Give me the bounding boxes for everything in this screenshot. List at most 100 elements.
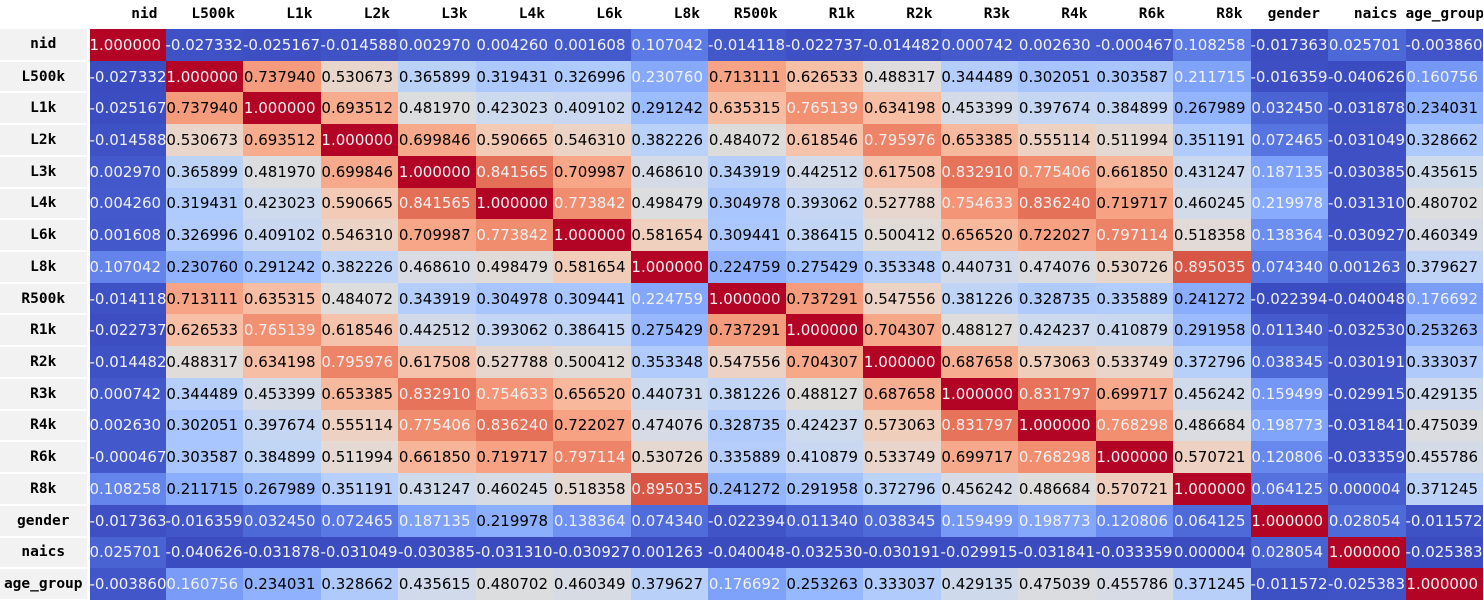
cell-L4k-age_group: 0.480702 — [1405, 187, 1483, 220]
cell-nid-L1k: -0.025167 — [243, 29, 321, 61]
cell-R2k-gender: 0.038345 — [1250, 346, 1328, 378]
cell-age_group-gender: -0.011572 — [1250, 568, 1328, 600]
cell-gender-R8k: 0.064125 — [1173, 504, 1251, 537]
cell-R500k-nid: -0.014118 — [88, 282, 166, 315]
cell-L1k-R8k: 0.267989 — [1173, 92, 1251, 125]
cell-R4k-L6k: 0.722027 — [553, 409, 631, 442]
heatmap-row-L4k: L4k 0.004260 0.319431 0.423023 0.590665 0.841… — [0, 187, 1483, 221]
cell-L4k-R1k: 0.393062 — [785, 187, 863, 220]
cell-gender-naics: 0.028054 — [1328, 504, 1406, 537]
cell-R4k-R6k: 0.768298 — [1095, 409, 1173, 442]
cell-R6k-L8k: 0.530726 — [630, 441, 708, 474]
cell-L2k-L1k: 0.693512 — [243, 124, 321, 156]
cell-R500k-R6k: 0.335889 — [1095, 282, 1173, 315]
cell-R500k-age_group: 0.176692 — [1405, 282, 1483, 315]
cell-L500k-L500k: 1.000000 — [165, 60, 243, 93]
heatmap-header-row: nid L500k L1k L2k L3k L4k L6k L8k R500k R1k R2k R3k… — [0, 0, 1483, 29]
cell-R3k-naics: -0.029915 — [1328, 377, 1406, 410]
cell-L8k-R4k: 0.474076 — [1018, 251, 1096, 283]
col-header-age_group: age_group — [1405, 0, 1483, 29]
cell-R500k-L500k: 0.713111 — [165, 282, 243, 315]
cell-L4k-R8k: 0.460245 — [1173, 187, 1251, 220]
cell-L8k-R1k: 0.275429 — [785, 251, 863, 283]
cell-R8k-R4k: 0.486684 — [1018, 473, 1096, 505]
cell-L1k-L4k: 0.423023 — [475, 92, 553, 125]
cell-gender-nid: -0.017363 — [88, 504, 166, 537]
cell-L8k-R6k: 0.530726 — [1095, 251, 1173, 283]
cell-L2k-R6k: 0.511994 — [1095, 124, 1173, 156]
cell-L4k-R2k: 0.527788 — [863, 187, 941, 220]
cell-L2k-L6k: 0.546310 — [553, 124, 631, 156]
cell-L4k-nid: 0.004260 — [88, 187, 166, 220]
cell-R4k-R2k: 0.573063 — [863, 409, 941, 442]
cell-L3k-age_group: 0.435615 — [1405, 155, 1483, 188]
cell-L500k-L4k: 0.319431 — [475, 60, 553, 93]
cell-L8k-L2k: 0.382226 — [320, 251, 398, 283]
cell-L3k-nid: 0.002970 — [88, 155, 166, 188]
cell-R8k-R8k: 1.000000 — [1173, 473, 1251, 505]
cell-naics-L2k: -0.031049 — [320, 536, 398, 569]
heatmap-row-R3k: R3k 0.000742 0.344489 0.453399 0.653385 0.832… — [0, 377, 1483, 411]
cell-L6k-L4k: 0.773842 — [475, 219, 553, 252]
cell-L6k-R1k: 0.386415 — [785, 219, 863, 252]
cell-L8k-R2k: 0.353348 — [863, 251, 941, 283]
cell-L500k-age_group: 0.160756 — [1405, 60, 1483, 93]
heatmap-row-gender: gender -0.017363 -0.016359 0.032450 0.072465… — [0, 504, 1483, 538]
cell-R1k-L6k: 0.386415 — [553, 314, 631, 347]
cell-L8k-nid: 0.107042 — [88, 251, 166, 283]
heatmap-row-R500k: R500k -0.014118 0.713111 0.635315 0.484072 0.… — [0, 282, 1483, 316]
cell-gender-L2k: 0.072465 — [320, 504, 398, 537]
cell-R500k-gender: -0.022394 — [1250, 282, 1328, 315]
cell-R2k-R500k: 0.547556 — [708, 346, 786, 378]
heatmap-row-R8k: R8k 0.108258 0.211715 0.267989 0.351191 0.431… — [0, 473, 1483, 506]
cell-naics-nid: 0.025701 — [88, 536, 166, 569]
cell-L2k-L3k: 0.699846 — [398, 124, 476, 156]
cell-age_group-R8k: 0.371245 — [1173, 568, 1251, 600]
cell-age_group-R2k: 0.333037 — [863, 568, 941, 600]
cell-R6k-R4k: 0.768298 — [1018, 441, 1096, 474]
row-label-L6k: L6k — [0, 219, 90, 253]
cell-R8k-R2k: 0.372796 — [863, 473, 941, 505]
heatmap-row-R4k: R4k 0.002630 0.302051 0.397674 0.555114 0.775… — [0, 409, 1483, 443]
cell-R2k-R3k: 0.687658 — [940, 346, 1018, 378]
cell-nid-L500k: -0.027332 — [165, 29, 243, 61]
cell-R500k-L6k: 0.309441 — [553, 282, 631, 315]
cell-R2k-L6k: 0.500412 — [553, 346, 631, 378]
cell-nid-R6k: -0.000467 — [1095, 29, 1173, 61]
heatmap-row-L2k: L2k -0.014588 0.530673 0.693512 1.000000 0.69… — [0, 124, 1483, 157]
cell-nid-L4k: 0.004260 — [475, 29, 553, 61]
cell-L2k-R2k: 0.795976 — [863, 124, 941, 156]
cell-L500k-R8k: 0.211715 — [1173, 60, 1251, 93]
cell-L2k-R1k: 0.618546 — [785, 124, 863, 156]
cell-L500k-R3k: 0.344489 — [940, 60, 1018, 93]
cell-R6k-R500k: 0.335889 — [708, 441, 786, 474]
cell-R6k-L2k: 0.511994 — [320, 441, 398, 474]
cell-L2k-R3k: 0.653385 — [940, 124, 1018, 156]
cell-nid-R1k: -0.022737 — [785, 29, 863, 61]
cell-L3k-R500k: 0.343919 — [708, 155, 786, 188]
cell-R1k-L4k: 0.393062 — [475, 314, 553, 347]
cell-gender-R4k: 0.198773 — [1018, 504, 1096, 537]
cell-L4k-L1k: 0.423023 — [243, 187, 321, 220]
col-header-L2k: L2k — [320, 0, 398, 29]
cell-L3k-R3k: 0.832910 — [940, 155, 1018, 188]
cell-R2k-nid: -0.014482 — [88, 346, 166, 378]
cell-gender-R3k: 0.159499 — [940, 504, 1018, 537]
cell-L6k-L6k: 1.000000 — [553, 219, 631, 252]
cell-L2k-naics: -0.031049 — [1328, 124, 1406, 156]
cell-nid-gender: -0.017363 — [1250, 29, 1328, 61]
cell-gender-L500k: -0.016359 — [165, 504, 243, 537]
cell-L1k-R2k: 0.634198 — [863, 92, 941, 125]
heatmap-row-nid: nid 1.000000 -0.027332 -0.025167 -0.014588 0.… — [0, 29, 1483, 62]
cell-R2k-naics: -0.030191 — [1328, 346, 1406, 378]
cell-R8k-L8k: 0.895035 — [630, 473, 708, 505]
col-header-nid: nid — [88, 0, 166, 29]
row-label-R6k: R6k — [0, 441, 90, 475]
cell-gender-R1k: 0.011340 — [785, 504, 863, 537]
cell-L3k-R8k: 0.431247 — [1173, 155, 1251, 188]
cell-R3k-L500k: 0.344489 — [165, 377, 243, 410]
heatmap-body: nid 1.000000 -0.027332 -0.025167 -0.014588 0.… — [0, 29, 1483, 600]
cell-L1k-L2k: 0.693512 — [320, 92, 398, 125]
cell-R3k-L4k: 0.754633 — [475, 377, 553, 410]
cell-L4k-R3k: 0.754633 — [940, 187, 1018, 220]
